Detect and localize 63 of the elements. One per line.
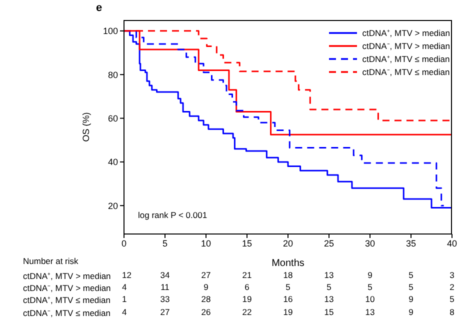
text: ctDNA⁻, MTV > median [23,282,111,294]
text: 19 [282,306,294,317]
text: 9 [408,306,414,317]
text: 27 [200,270,212,280]
text: 2 [448,282,456,292]
x-tick-label: 0 [121,238,127,248]
y-tick-label: 40 [108,157,118,168]
text: 13 [364,306,376,317]
text: 5 [448,294,456,304]
chart-title: e [96,2,102,14]
text: 5 [408,282,414,292]
legend-label: ctDNA⁻, MTV ≤ median [362,66,450,77]
legend-label: ctDNA⁻, MTV > median [362,40,450,51]
text: 13 [323,294,335,304]
text: ctDNA⁻, MTV ≤ median [23,306,110,318]
x-tick-label: 5 [162,238,168,248]
x-tick-label: 15 [242,238,252,248]
x-tick-label: 10 [200,238,212,248]
x-tick-label: 25 [324,238,334,248]
text: 28 [200,294,212,304]
text: 4 [122,306,128,317]
text: 9 [202,282,210,292]
text: 13 [323,270,335,280]
text: 9 [366,270,374,280]
y-axis-title: OS (%) [81,112,92,142]
text: 5 [284,282,292,292]
text: 10 [364,294,376,304]
y-tick-label: 80 [108,70,118,80]
text: 11 [160,282,170,292]
text: 19 [241,294,253,304]
text: ctDNA⁺, MTV > median [23,270,111,281]
text: 18 [282,270,294,280]
x-tick-label: 20 [282,238,294,248]
text: 8 [448,306,456,317]
annotation: log rank P < 0.001 [138,210,208,220]
text: 16 [282,294,294,304]
text: 1 [122,294,128,304]
x-tick-label: 40 [446,238,458,248]
x-axis-title: Months [272,258,304,269]
y-tick-label: 100 [102,26,118,36]
text: 34 [159,270,171,280]
text: 33 [159,294,171,304]
x-tick-label: 35 [406,238,416,248]
text: 3 [448,270,456,280]
text: ctDNA⁺, MTV ≤ median [23,294,110,306]
text: 6 [244,282,250,292]
text: 27 [159,306,171,317]
text: 5 [408,270,414,280]
text: 21 [241,270,253,280]
y-tick-label: 20 [108,200,118,211]
text: 9 [408,294,414,304]
x-tick-label: 30 [364,238,376,248]
text: 22 [241,306,253,317]
legend-label: ctDNA⁺, MTV ≤ median [362,53,450,64]
text: 5 [326,282,332,292]
text: 26 [200,306,212,317]
y-tick-label: 60 [108,113,118,124]
text: 4 [122,282,128,292]
text: 12 [122,270,132,280]
text: Number at risk [23,256,78,266]
legend-label: ctDNA⁺, MTV > median [362,27,450,38]
text: 5 [366,282,374,292]
text: 15 [323,306,335,317]
